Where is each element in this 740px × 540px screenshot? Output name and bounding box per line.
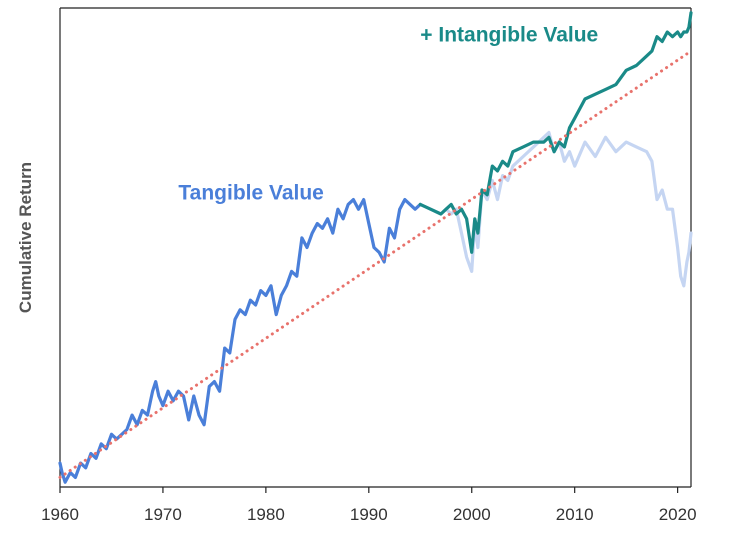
series-annotations: Tangible Value + Intangible Value <box>178 24 598 205</box>
trend-line <box>58 49 693 479</box>
x-tick-label: 1970 <box>144 505 182 524</box>
x-tick-label: 2020 <box>659 505 697 524</box>
x-tick-label: 2000 <box>453 505 491 524</box>
x-axis-ticks: 1960 1970 1980 1990 2000 2010 2020 <box>41 487 697 524</box>
x-tick-label: 1990 <box>350 505 388 524</box>
series-group <box>58 11 693 484</box>
intangible-value-annotation: + Intangible Value <box>420 24 598 47</box>
x-tick-label: 2010 <box>556 505 594 524</box>
x-tick-label: 1980 <box>247 505 285 524</box>
intangible-value-line <box>418 11 693 254</box>
tangible-value-annotation: Tangible Value <box>178 182 323 205</box>
y-axis-title: Cumulative Return <box>16 162 35 313</box>
x-tick-label: 1960 <box>41 505 79 524</box>
tangible-value-line <box>58 198 422 484</box>
